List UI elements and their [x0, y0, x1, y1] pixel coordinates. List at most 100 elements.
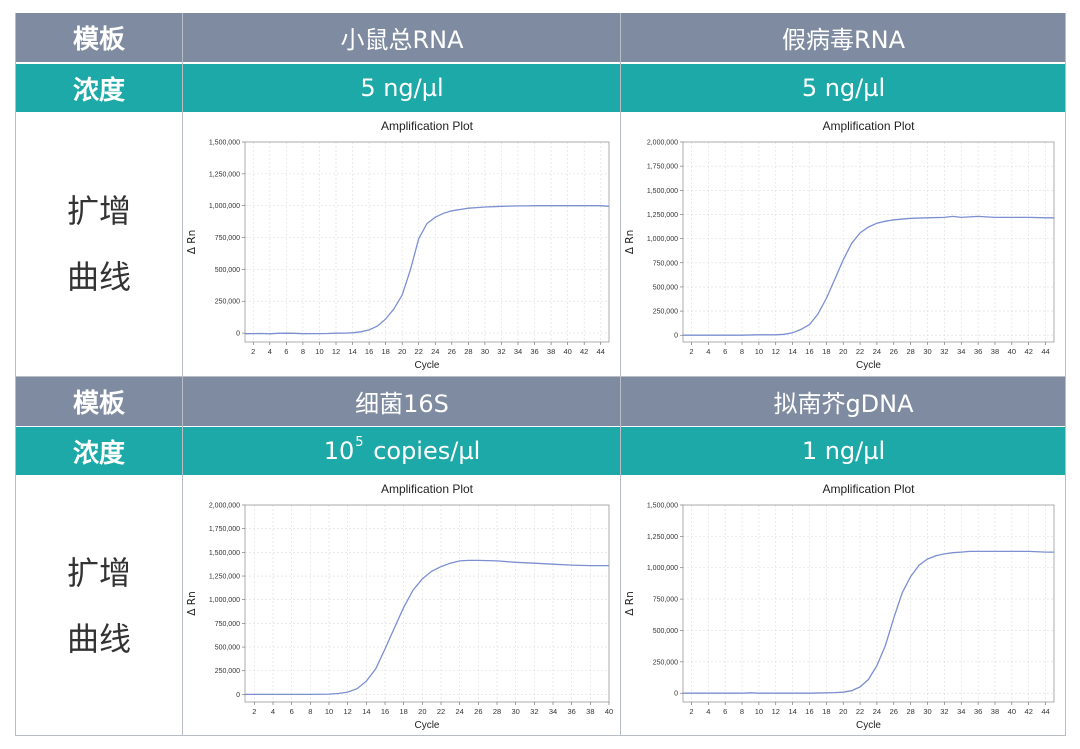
- x-tick-label: 22: [415, 347, 423, 356]
- x-tick-label: 34: [957, 707, 965, 716]
- x-tick-label: 28: [493, 707, 501, 716]
- y-tick-label: 0: [674, 333, 678, 340]
- x-axis-label: Cycle: [856, 360, 881, 371]
- chart-title: Amplification Plot: [822, 482, 915, 496]
- x-tick-label: 30: [923, 707, 931, 716]
- y-tick-label: 1,000,000: [209, 597, 240, 604]
- plot-frame: [244, 504, 610, 703]
- x-tick-label: 8: [301, 347, 305, 356]
- concentration-label-2: 浓度: [15, 427, 183, 475]
- x-tick-label: 42: [1025, 707, 1033, 716]
- x-tick-label: 30: [511, 707, 519, 716]
- x-tick-label: 18: [822, 707, 830, 716]
- x-axis-label: Cycle: [414, 720, 439, 731]
- plot-frame: [244, 141, 610, 343]
- concentration-mouse-rna: 5 ng/µl: [183, 64, 621, 112]
- divider: [182, 13, 183, 736]
- x-tick-label: 24: [873, 347, 881, 356]
- amplification-curve: [683, 550, 1054, 694]
- y-tick-label: 500,000: [653, 284, 678, 291]
- x-tick-label: 26: [890, 707, 898, 716]
- concentration-base: 10: [323, 437, 355, 465]
- y-tick-label: 0: [236, 331, 240, 338]
- template-label: 模板: [15, 13, 183, 62]
- x-tick-label: 4: [706, 347, 710, 356]
- x-tick-label: 38: [586, 707, 594, 716]
- x-tick-label: 12: [772, 347, 780, 356]
- curve-label-line1: 扩增: [66, 553, 131, 592]
- x-tick-label: 14: [788, 347, 796, 356]
- x-tick-label: 36: [974, 707, 982, 716]
- curve-label-line2: 曲线: [66, 258, 131, 296]
- x-tick-label: 36: [567, 707, 575, 716]
- x-axis-label: Cycle: [414, 360, 439, 371]
- template-mouse-rna: 小鼠总RNA: [183, 13, 621, 62]
- x-tick-label: 34: [957, 347, 965, 356]
- x-tick-label: 4: [268, 347, 272, 356]
- y-tick-label: 1,500,000: [647, 188, 678, 195]
- x-tick-label: 32: [530, 707, 538, 716]
- x-tick-label: 6: [290, 707, 294, 716]
- divider: [15, 735, 1066, 736]
- curve-label-line1: 扩增: [66, 192, 131, 230]
- concentration-exponent: 5: [355, 434, 364, 450]
- y-tick-label: 1,250,000: [209, 171, 240, 178]
- template-label-2: 模板: [15, 377, 183, 426]
- x-tick-label: 12: [772, 707, 780, 716]
- y-tick-label: 0: [236, 692, 240, 699]
- x-tick-label: 2: [689, 707, 693, 716]
- x-axis-label: Cycle: [856, 720, 881, 731]
- x-tick-label: 16: [381, 707, 389, 716]
- template-bacteria-16s: 细菌16S: [183, 377, 621, 426]
- divider: [15, 376, 1066, 377]
- x-tick-label: 4: [706, 707, 710, 716]
- x-tick-label: 36: [974, 347, 982, 356]
- y-axis-label: Δ Rn: [624, 591, 636, 615]
- x-tick-label: 40: [563, 347, 571, 356]
- y-tick-label: 1,750,000: [647, 164, 678, 171]
- x-tick-label: 32: [940, 707, 948, 716]
- template-arabidopsis-gdna: 拟南芥gDNA: [621, 377, 1066, 426]
- amplification-plot-pseudovirus-rna: Amplification Plot 2 4 6 8 10 12 14 16 18 20 22 24 26…: [621, 112, 1066, 376]
- divider: [1065, 13, 1066, 736]
- x-tick-label: 28: [906, 707, 914, 716]
- x-tick-label: 22: [856, 707, 864, 716]
- x-tick-label: 22: [437, 707, 445, 716]
- x-tick-label: 6: [723, 347, 727, 356]
- divider: [620, 13, 621, 736]
- x-tick-label: 2: [252, 707, 256, 716]
- x-tick-label: 12: [343, 707, 351, 716]
- x-tick-label: 34: [514, 347, 522, 356]
- x-tick-label: 40: [1008, 347, 1016, 356]
- plot-frame: [682, 141, 1055, 343]
- x-tick-label: 8: [308, 707, 312, 716]
- y-tick-label: 2,000,000: [209, 503, 240, 510]
- x-tick-label: 24: [431, 347, 439, 356]
- x-tick-label: 44: [597, 347, 605, 356]
- x-tick-label: 28: [464, 347, 472, 356]
- x-tick-label: 16: [805, 347, 813, 356]
- amplification-curve: [244, 205, 610, 335]
- x-tick-label: 4: [271, 707, 275, 716]
- x-tick-label: 34: [549, 707, 557, 716]
- plot-frame: [682, 504, 1055, 703]
- x-tick-label: 32: [940, 347, 948, 356]
- y-tick-label: 750,000: [653, 597, 678, 604]
- template-pseudovirus-rna: 假病毒RNA: [621, 13, 1066, 62]
- curve-label-line2: 曲线: [66, 619, 131, 658]
- x-tick-label: 14: [362, 707, 370, 716]
- x-tick-label: 28: [906, 347, 914, 356]
- x-tick-label: 38: [547, 347, 555, 356]
- x-tick-label: 6: [284, 347, 288, 356]
- x-tick-label: 12: [332, 347, 340, 356]
- concentration-label: 浓度: [15, 64, 183, 112]
- y-tick-label: 1,500,000: [209, 140, 240, 147]
- chart-title: Amplification Plot: [822, 119, 915, 133]
- y-tick-label: 250,000: [653, 659, 678, 666]
- y-tick-label: 1,250,000: [647, 212, 678, 219]
- curve-label-bottom: 扩增 曲线: [15, 475, 183, 736]
- x-tick-label: 24: [873, 707, 881, 716]
- x-tick-label: 18: [399, 707, 407, 716]
